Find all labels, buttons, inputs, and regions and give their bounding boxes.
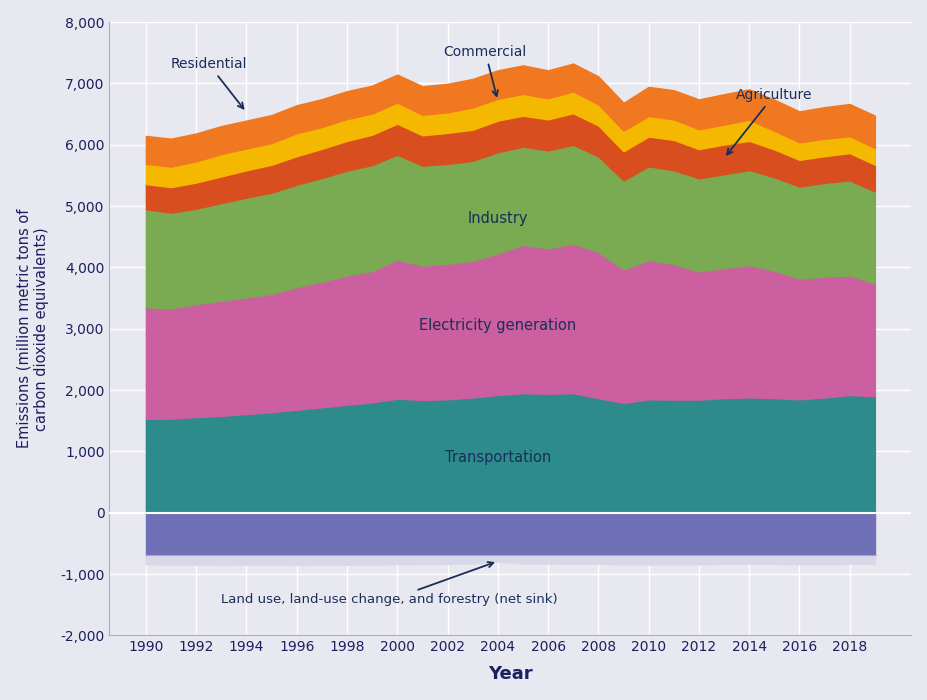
Text: Electricity generation: Electricity generation (419, 318, 576, 333)
Text: Residential: Residential (171, 57, 247, 108)
Text: Industry: Industry (467, 211, 527, 226)
Text: Commercial: Commercial (443, 45, 527, 96)
Text: Land use, land-use change, and forestry (net sink): Land use, land-use change, and forestry … (221, 562, 557, 606)
Text: Transportation: Transportation (444, 450, 551, 465)
X-axis label: Year: Year (488, 665, 532, 683)
Y-axis label: Emissions (million metric tons of
carbon dioxide equivalents): Emissions (million metric tons of carbon… (17, 209, 49, 449)
Text: Agriculture: Agriculture (726, 88, 812, 155)
